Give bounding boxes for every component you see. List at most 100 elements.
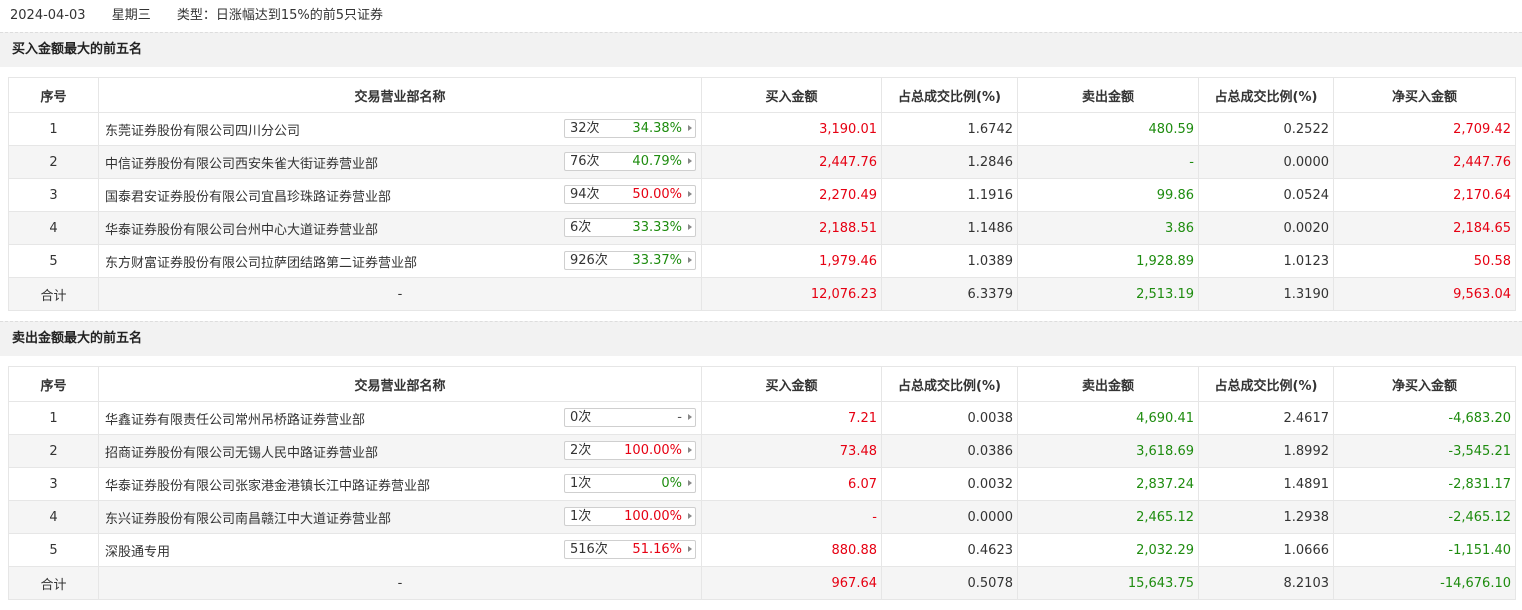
- rank-stats-button[interactable]: 1次 100.00%: [564, 507, 696, 526]
- dept-name[interactable]: 华鑫证券有限责任公司常州吊桥路证券营业部: [105, 413, 366, 428]
- caret-right-icon: [688, 158, 692, 164]
- rank-stats-button[interactable]: 32次 34.38%: [564, 119, 696, 138]
- net-buy-amount: 2,184.65: [1333, 211, 1516, 245]
- sell-amount: 4,690.41: [1017, 401, 1199, 435]
- appearance-count: 2次: [570, 443, 592, 458]
- sell-section-title: 卖出金额最大的前五名: [0, 321, 1522, 356]
- sell-ratio: 2.4617: [1198, 401, 1334, 435]
- caret-right-icon: [688, 414, 692, 420]
- table-row: 1 华鑫证券有限责任公司常州吊桥路证券营业部 0次 - 7.21 0.0038 4,690.…: [8, 401, 1516, 435]
- col-header-sell-ratio: 占总成交比例(%): [1198, 77, 1334, 113]
- row-number: 3: [8, 178, 99, 212]
- sell-amount: 1,928.89: [1017, 244, 1199, 278]
- buy-amount: 6.07: [701, 467, 882, 501]
- buy-ratio: 0.0386: [881, 434, 1018, 468]
- table-row: 1 东莞证券股份有限公司四川分公司 32次 34.38% 3,190.01 1.6742 4…: [8, 112, 1516, 146]
- table-row: 3 国泰君安证券股份有限公司宜昌珍珠路证券营业部 94次 50.00% 2,270.49…: [8, 178, 1516, 212]
- buy-amount: 880.88: [701, 533, 882, 567]
- dept-cell: 华泰证券股份有限公司张家港金港镇长江中路证券营业部 1次 0%: [98, 467, 702, 501]
- total-buy-ratio: 6.3379: [881, 277, 1018, 311]
- appearance-count: 6次: [570, 220, 592, 235]
- dept-name[interactable]: 招商证券股份有限公司无锡人民中路证券营业部: [105, 446, 379, 461]
- col-header-dept: 交易营业部名称: [98, 366, 702, 402]
- buy-amount: 7.21: [701, 401, 882, 435]
- total-dept-placeholder: -: [98, 566, 702, 600]
- total-buy-amount: 967.64: [701, 566, 882, 600]
- buy-amount: 2,270.49: [701, 178, 882, 212]
- total-net-buy: 9,563.04: [1333, 277, 1516, 311]
- total-net-buy: -14,676.10: [1333, 566, 1516, 600]
- row-number: 1: [8, 112, 99, 146]
- table-header-row: 序号 交易营业部名称 买入金额 占总成交比例(%) 卖出金额 占总成交比例(%)…: [8, 366, 1516, 402]
- total-sell-ratio: 8.2103: [1198, 566, 1334, 600]
- rank-stats-button[interactable]: 1次 0%: [564, 474, 696, 493]
- net-buy-amount: 2,170.64: [1333, 178, 1516, 212]
- sell-ratio: 1.8992: [1198, 434, 1334, 468]
- rise-probability: 50.00%: [632, 187, 682, 202]
- buy-amount: 73.48: [701, 434, 882, 468]
- total-row: 合计 -967.64 0.5078 15,643.75 8.2103 -14,676.10: [8, 566, 1516, 600]
- total-sell-ratio: 1.3190: [1198, 277, 1334, 311]
- buy-ratio: 1.2846: [881, 145, 1018, 179]
- table-row: 5 深股通专用 516次 51.16% 880.88 0.4623 2,032.29 1.06…: [8, 533, 1516, 567]
- dept-cell: 国泰君安证券股份有限公司宜昌珍珠路证券营业部 94次 50.00%: [98, 178, 702, 212]
- buy-amount: 2,447.76: [701, 145, 882, 179]
- buy-ratio: 1.1486: [881, 211, 1018, 245]
- buy-table-body: 1 东莞证券股份有限公司四川分公司 32次 34.38% 3,190.01 1.6742 4…: [8, 112, 1516, 311]
- appearance-count: 32次: [570, 121, 600, 136]
- row-number: 2: [8, 145, 99, 179]
- total-label: 合计: [8, 566, 99, 600]
- dept-name[interactable]: 国泰君安证券股份有限公司宜昌珍珠路证券营业部: [105, 190, 392, 205]
- appearance-count: 1次: [570, 509, 592, 524]
- dept-name[interactable]: 东莞证券股份有限公司四川分公司: [105, 124, 301, 139]
- table-row: 4 华泰证券股份有限公司台州中心大道证券营业部 6次 33.33% 2,188.51 1.…: [8, 211, 1516, 245]
- list-type: 类型：日涨幅达到15%的前5只证券: [176, 8, 384, 23]
- sell-ratio: 1.0123: [1198, 244, 1334, 278]
- net-buy-amount: -2,831.17: [1333, 467, 1516, 501]
- rank-stats-button[interactable]: 2次 100.00%: [564, 441, 696, 460]
- rise-probability: -: [677, 410, 682, 425]
- sell-amount: 99.86: [1017, 178, 1199, 212]
- buy-ratio: 0.0038: [881, 401, 1018, 435]
- header-bar: 2024-04-03 星期三 类型：日涨幅达到15%的前5只证券: [0, 0, 1522, 32]
- dept-name[interactable]: 深股通专用: [105, 545, 171, 560]
- row-number: 4: [8, 211, 99, 245]
- caret-right-icon: [688, 447, 692, 453]
- dept-cell: 深股通专用 516次 51.16%: [98, 533, 702, 567]
- col-header-net: 净买入金额: [1333, 366, 1516, 402]
- sell-amount: 2,032.29: [1017, 533, 1199, 567]
- rank-stats-button[interactable]: 516次 51.16%: [564, 540, 696, 559]
- rank-stats-button[interactable]: 94次 50.00%: [564, 185, 696, 204]
- col-header-sell: 卖出金额: [1017, 77, 1199, 113]
- dept-name[interactable]: 中信证券股份有限公司西安朱雀大街证券营业部: [105, 157, 379, 172]
- buy-ratio: 0.4623: [881, 533, 1018, 567]
- dept-name[interactable]: 东兴证券股份有限公司南昌赣江中大道证券营业部: [105, 512, 392, 527]
- sell-amount: 3,618.69: [1017, 434, 1199, 468]
- row-number: 4: [8, 500, 99, 534]
- buy-ratio: 1.6742: [881, 112, 1018, 146]
- dept-cell: 东兴证券股份有限公司南昌赣江中大道证券营业部 1次 100.00%: [98, 500, 702, 534]
- rank-stats-button[interactable]: 6次 33.33%: [564, 218, 696, 237]
- appearance-count: 0次: [570, 410, 592, 425]
- caret-right-icon: [688, 191, 692, 197]
- rank-stats-button[interactable]: 76次 40.79%: [564, 152, 696, 171]
- appearance-count: 1次: [570, 476, 592, 491]
- row-number: 3: [8, 467, 99, 501]
- rank-stats-button[interactable]: 926次 33.37%: [564, 251, 696, 270]
- net-buy-amount: -1,151.40: [1333, 533, 1516, 567]
- sell-ratio: 0.0020: [1198, 211, 1334, 245]
- dept-name[interactable]: 华泰证券股份有限公司台州中心大道证券营业部: [105, 223, 379, 238]
- table-row: 2 中信证券股份有限公司西安朱雀大街证券营业部 76次 40.79% 2,447.76 1…: [8, 145, 1516, 179]
- buy-amount: 1,979.46: [701, 244, 882, 278]
- appearance-count: 76次: [570, 154, 600, 169]
- dept-name[interactable]: 华泰证券股份有限公司张家港金港镇长江中路证券营业部: [105, 479, 431, 494]
- sell-amount: 3.86: [1017, 211, 1199, 245]
- caret-right-icon: [688, 125, 692, 131]
- sell-amount: -: [1017, 145, 1199, 179]
- dept-name[interactable]: 东方财富证券股份有限公司拉萨团结路第二证券营业部: [105, 256, 418, 271]
- rank-stats-button[interactable]: 0次 -: [564, 408, 696, 427]
- buy-section-title: 买入金额最大的前五名: [0, 32, 1522, 67]
- net-buy-amount: -4,683.20: [1333, 401, 1516, 435]
- total-sell-amount: 15,643.75: [1017, 566, 1199, 600]
- rise-probability: 100.00%: [624, 443, 682, 458]
